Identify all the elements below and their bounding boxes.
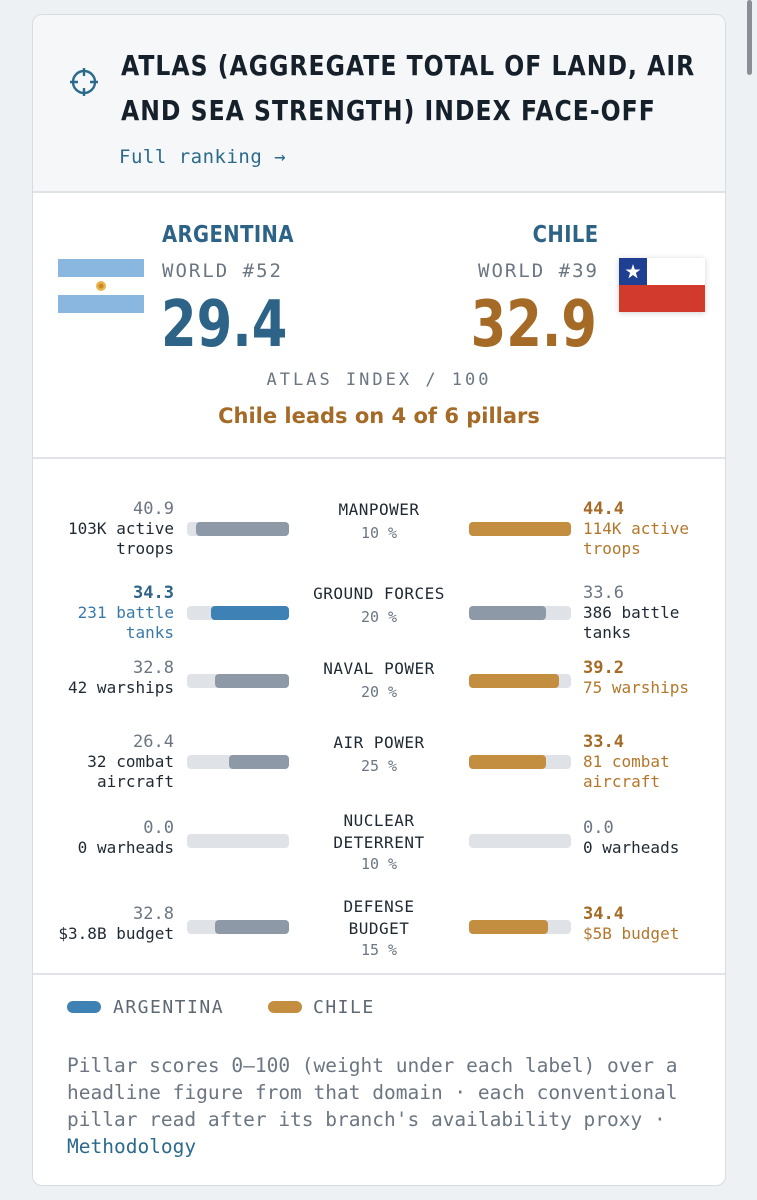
left-pillar-score: 32.8	[133, 904, 174, 924]
right-atlas-score: 32.9	[470, 288, 597, 362]
right-bar-fill	[469, 755, 546, 769]
right-pillar-score: 33.6	[583, 583, 624, 603]
left-bar-fill	[229, 755, 289, 769]
left-pillar-score: 32.8	[133, 658, 174, 678]
left-bar-fill	[214, 920, 289, 934]
right-bar-fill	[469, 920, 549, 934]
left-pillar-figure: 103K active troops	[68, 519, 174, 558]
pillar-label: NUCLEAR DETERRENT	[333, 811, 425, 852]
pillar-weight: 10 %	[360, 855, 398, 873]
methodology-link[interactable]: Methodology	[67, 1135, 197, 1158]
left-pillar-bar	[187, 834, 289, 848]
left-pillar-score: 26.4	[133, 732, 174, 752]
right-pillar-bar	[469, 522, 571, 536]
right-pillar-score: 33.4	[583, 732, 624, 752]
left-pillar-figure: 0 warheads	[77, 838, 174, 857]
left-pillar-figure: 32 combat aircraft	[87, 752, 174, 791]
left-pillar-bar	[187, 606, 289, 620]
pillar-weight: 15 %	[360, 941, 398, 959]
right-bar-fill	[469, 522, 571, 536]
card-header: ATLAS (AGGREGATE TOTAL OF LAND, AIR AND …	[33, 15, 725, 193]
right-pillar-figure: 114K active troops	[583, 519, 689, 558]
footnote-text: Pillar scores 0–100 (weight under each l…	[67, 1054, 678, 1131]
score-summary: ARGENTINA WORLD #52 29.4 CHILE WORLD #39…	[33, 195, 725, 459]
right-pillar-figure: 81 combat aircraft	[583, 752, 670, 791]
legend-swatch-chile	[268, 1001, 302, 1013]
right-pillar-bar	[469, 834, 571, 848]
right-pillar-bar	[469, 920, 571, 934]
left-pillar-bar	[187, 920, 289, 934]
left-pillar-figure: 231 battle tanks	[77, 603, 174, 642]
right-pillar-score: 39.2	[583, 658, 624, 678]
pillar-comparison: 40.9 103K active troops MANPOWER 10 % 44.4 11…	[33, 463, 725, 975]
crosshair-icon	[70, 68, 98, 96]
pillar-weight: 20 %	[360, 683, 398, 701]
scrollbar[interactable]	[747, 0, 752, 75]
right-pillar-score: 44.4	[583, 499, 624, 519]
pillar-lead-summary: Chile leads on 4 of 6 pillars	[218, 404, 540, 428]
left-pillar-bar	[187, 755, 289, 769]
card-title: ATLAS (AGGREGATE TOTAL OF LAND, AIR AND …	[121, 49, 696, 127]
left-pillar-bar	[187, 674, 289, 688]
left-pillar-bar	[187, 522, 289, 536]
pillar-label: MANPOWER	[338, 500, 420, 519]
right-country-name: CHILE	[533, 222, 599, 248]
left-pillar-score: 40.9	[133, 499, 174, 519]
pillar-label: GROUND FORCES	[313, 584, 445, 603]
right-world-rank: WORLD #39	[478, 260, 599, 282]
right-bar-fill	[469, 606, 547, 620]
legend: ARGENTINA CHILE	[33, 977, 725, 1037]
pillar-label: NAVAL POWER	[323, 659, 435, 678]
right-pillar-figure: $5B budget	[583, 924, 680, 943]
left-bar-fill	[196, 522, 289, 536]
chile-flag-icon	[619, 258, 705, 312]
left-bar-fill	[214, 674, 289, 688]
full-ranking-link[interactable]: Full ranking →	[119, 146, 287, 168]
right-pillar-bar	[469, 755, 571, 769]
right-pillar-score: 0.0	[583, 818, 614, 838]
methodology-footnote: Pillar scores 0–100 (weight under each l…	[67, 1052, 697, 1160]
left-world-rank: WORLD #52	[162, 260, 283, 282]
index-scale-label: ATLAS INDEX / 100	[266, 370, 492, 390]
right-pillar-figure: 0 warheads	[583, 838, 680, 857]
left-pillar-figure: $3.8B budget	[58, 924, 174, 943]
right-pillar-score: 34.4	[583, 904, 624, 924]
right-bar-fill	[469, 674, 560, 688]
pillar-label: AIR POWER	[333, 733, 425, 752]
legend-label-chile: CHILE	[313, 997, 375, 1018]
left-atlas-score: 29.4	[161, 288, 288, 362]
pillar-weight: 20 %	[360, 608, 398, 626]
pillar-weight: 25 %	[360, 757, 398, 775]
left-pillar-score: 34.3	[133, 583, 174, 603]
right-pillar-bar	[469, 674, 571, 688]
right-pillar-figure: 386 battle tanks	[583, 603, 680, 642]
left-pillar-figure: 42 warships	[68, 678, 174, 697]
pillar-label: DEFENSE BUDGET	[343, 897, 415, 938]
right-pillar-bar	[469, 606, 571, 620]
legend-label-argentina: ARGENTINA	[113, 997, 225, 1018]
pillar-weight: 10 %	[360, 524, 398, 542]
right-pillar-figure: 75 warships	[583, 678, 689, 697]
left-pillar-score: 0.0	[143, 818, 174, 838]
left-bar-fill	[211, 606, 289, 620]
faceoff-card: ATLAS (AGGREGATE TOTAL OF LAND, AIR AND …	[32, 14, 726, 1186]
left-country-name: ARGENTINA	[162, 222, 294, 248]
argentina-flag-icon	[58, 259, 144, 313]
legend-swatch-argentina	[67, 1001, 101, 1013]
